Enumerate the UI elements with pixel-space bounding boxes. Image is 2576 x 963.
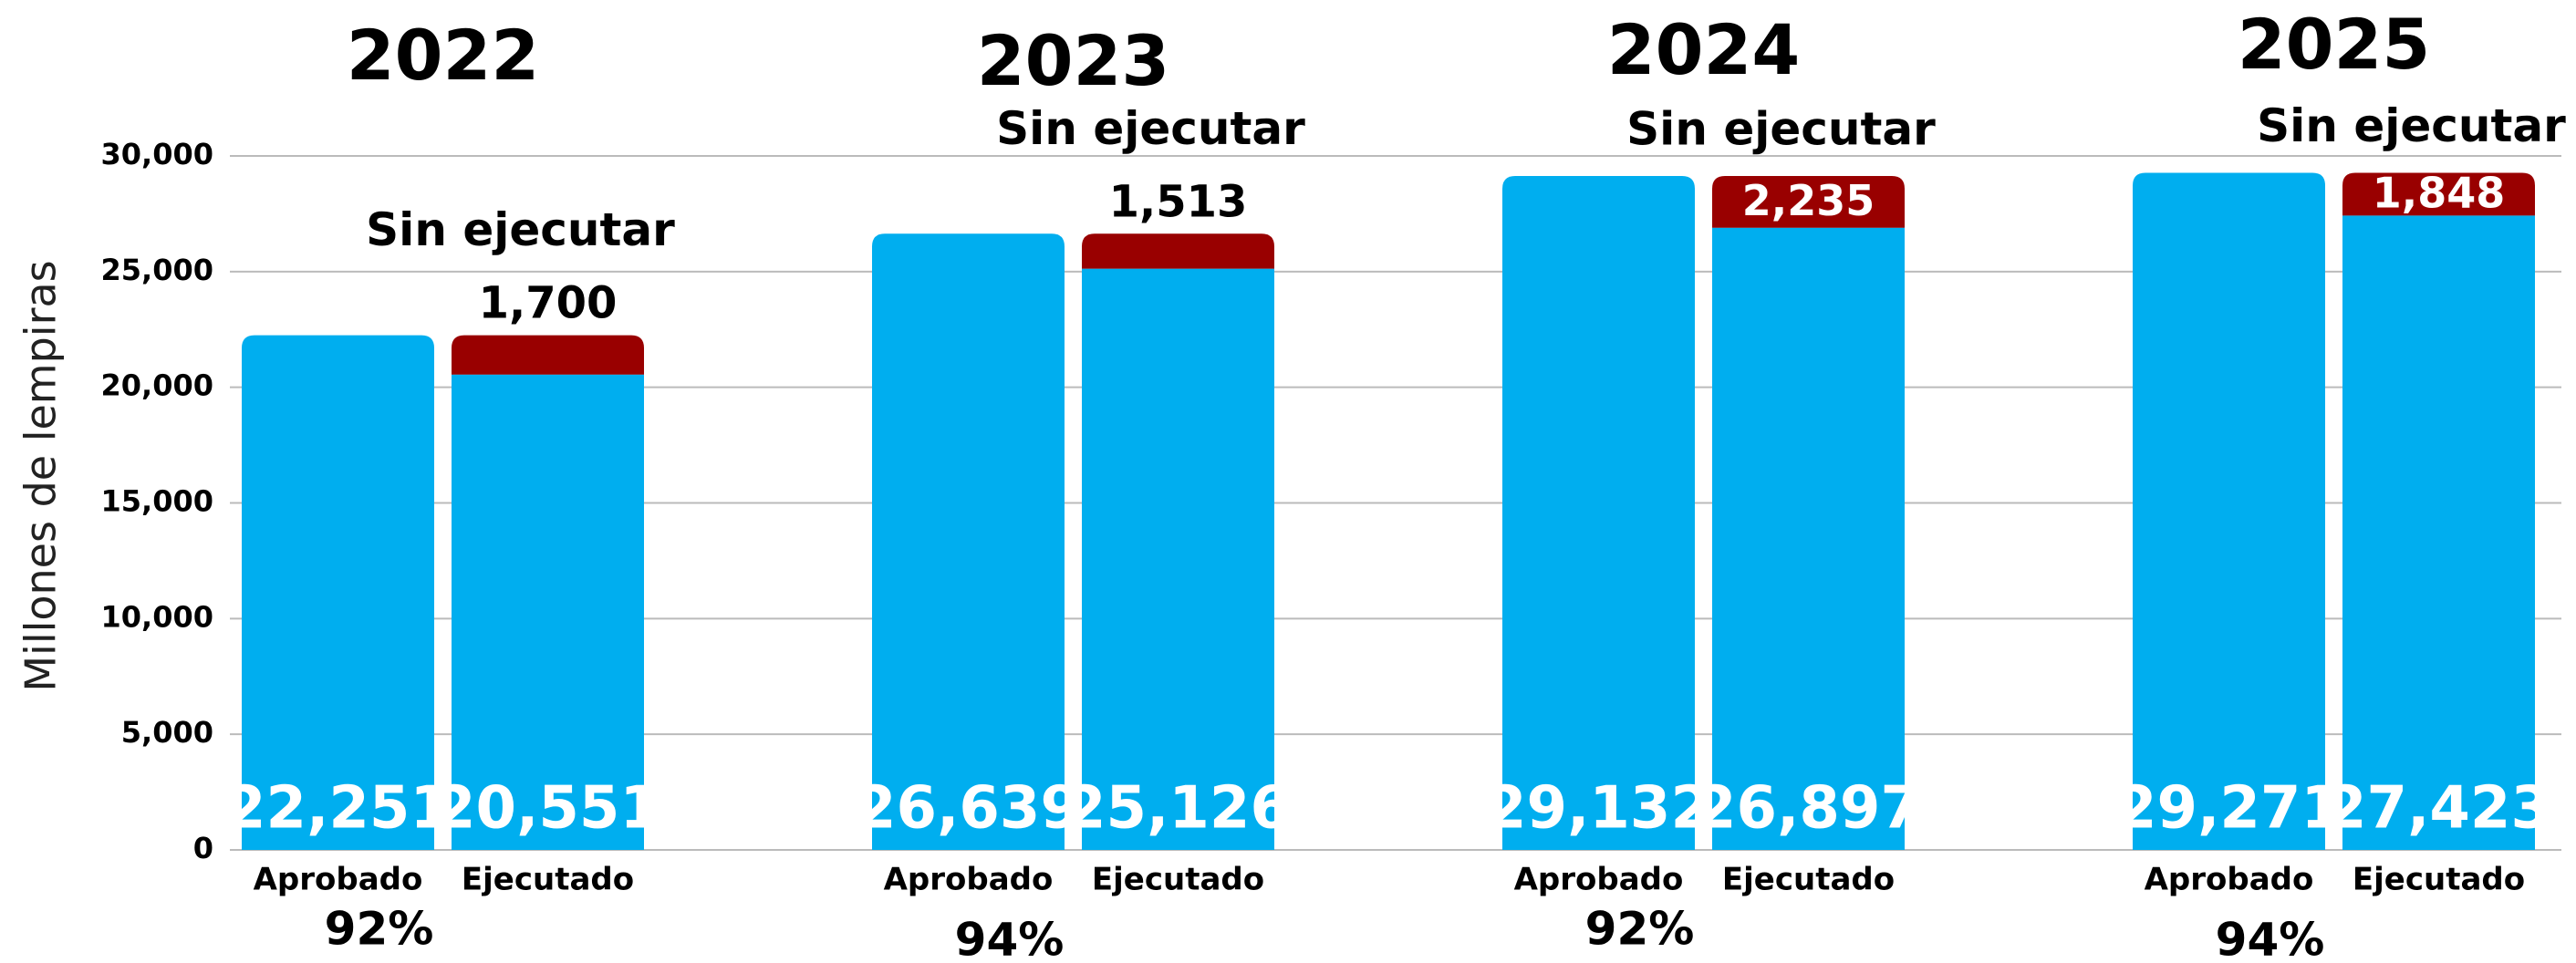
value-label: 1,513 bbox=[1109, 176, 1248, 227]
value-label: 22,251 bbox=[225, 775, 451, 843]
y-tick-label: 15,000 bbox=[101, 484, 213, 519]
year-label: 2025 bbox=[2238, 4, 2431, 85]
y-tick-label: 30,000 bbox=[101, 137, 213, 171]
value-label: 25,126 bbox=[1065, 775, 1291, 843]
execution-rate: 94% bbox=[2216, 914, 2325, 963]
bar bbox=[1502, 176, 1695, 851]
x-tick-label: Ejecutado bbox=[462, 862, 634, 898]
value-label: 2,235 bbox=[1742, 176, 1875, 225]
year-label: 2024 bbox=[1607, 9, 1801, 90]
segment-name: Sin ejecutar bbox=[366, 203, 675, 256]
bar bbox=[2342, 215, 2535, 851]
x-tick-label: Ejecutado bbox=[2353, 862, 2525, 898]
bar bbox=[872, 233, 1065, 851]
value-label: 27,423 bbox=[2326, 775, 2551, 843]
x-tick-label: Ejecutado bbox=[1722, 862, 1895, 898]
bar-segment bbox=[452, 335, 644, 375]
y-tick-label: 25,000 bbox=[101, 253, 213, 287]
value-label: 26,897 bbox=[1696, 775, 1921, 843]
x-tick-label: Aprobado bbox=[254, 862, 423, 898]
y-tick-label: 20,000 bbox=[101, 368, 213, 403]
execution-rate: 92% bbox=[1585, 903, 1695, 956]
x-tick-label: Ejecutado bbox=[1092, 862, 1264, 898]
value-label: 20,551 bbox=[435, 775, 660, 843]
y-tick-label: 10,000 bbox=[101, 599, 213, 634]
y-axis-title: Millones de lempiras bbox=[16, 260, 66, 691]
segment-name: Sin ejecutar bbox=[2257, 99, 2566, 152]
bar bbox=[1712, 227, 1905, 850]
x-tick-label: Aprobado bbox=[1514, 862, 1684, 898]
segment-name: Sin ejecutar bbox=[996, 102, 1305, 155]
value-label: 29,132 bbox=[1486, 775, 1711, 843]
value-label: 26,639 bbox=[856, 775, 1081, 843]
bar-segment bbox=[2342, 172, 2535, 216]
bar bbox=[452, 374, 644, 850]
bar-segment bbox=[1712, 176, 1905, 228]
bar-segment bbox=[1082, 233, 1274, 269]
segment-name: Sin ejecutar bbox=[1626, 103, 1936, 156]
year-label: 2022 bbox=[347, 15, 540, 96]
y-tick-label: 5,000 bbox=[121, 715, 213, 750]
execution-rate: 94% bbox=[955, 914, 1065, 963]
x-tick-label: Aprobado bbox=[2145, 862, 2314, 898]
value-label: 29,271 bbox=[2116, 775, 2342, 843]
x-tick-label: Aprobado bbox=[884, 862, 1054, 898]
bar bbox=[1082, 268, 1274, 850]
value-label: 1,700 bbox=[479, 278, 618, 329]
execution-rate: 92% bbox=[325, 903, 434, 956]
y-tick-label: 0 bbox=[193, 831, 213, 865]
bar bbox=[2133, 172, 2325, 850]
value-label: 1,848 bbox=[2373, 168, 2506, 217]
year-label: 2023 bbox=[977, 20, 1170, 101]
bar bbox=[242, 335, 434, 851]
